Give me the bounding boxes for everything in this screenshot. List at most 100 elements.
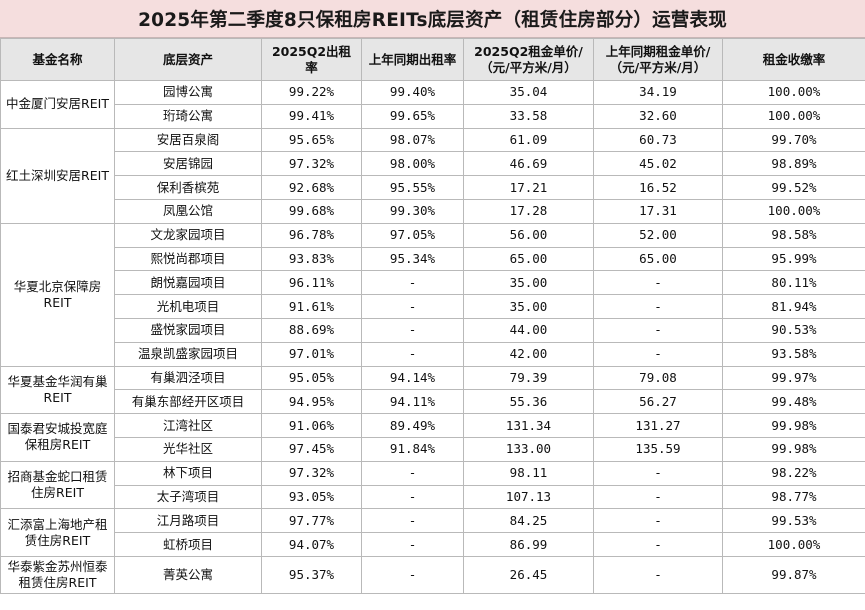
cell-occupancy-last-year: - bbox=[361, 317, 464, 343]
cell-rent-last-year: - bbox=[593, 555, 723, 594]
table-row: 盛悦家园项目 88.69% -44.00-90.53% bbox=[1, 317, 865, 343]
cell-asset: 珩琦公寓 bbox=[114, 103, 262, 129]
cell-asset: 虹桥项目 bbox=[114, 532, 262, 557]
cell-occupancy-last-year: 95.55% bbox=[361, 175, 464, 200]
cell-occupancy-q2: 94.07% bbox=[261, 532, 362, 557]
cell-rent-q2: 26.45 bbox=[463, 555, 594, 594]
cell-fund-name: 红土深圳安居REIT bbox=[0, 127, 115, 224]
cell-occupancy-q2: 97.32% bbox=[261, 151, 362, 177]
table-row: 红土深圳安居REIT 安居百泉阁 95.65% 98.07% 61.09 60.73 99.… bbox=[0, 127, 865, 224]
table-row: 光华社区 97.45% 91.84% 133.00 135.59 99.98% bbox=[1, 436, 865, 462]
header-occupancy-q2: 2025Q2出租率 bbox=[261, 38, 362, 81]
cell-occupancy-last-year: - bbox=[361, 508, 464, 534]
cell-asset: 光华社区 bbox=[114, 436, 262, 462]
table-row: 中金厦门安居REIT 园博公寓 99.22% 99.40% 35.04 34.19 100.… bbox=[0, 80, 865, 129]
cell-collection-rate: 99.97% bbox=[722, 365, 865, 391]
cell-occupancy-last-year: 99.40% bbox=[361, 80, 464, 105]
cell-asset: 熙悦尚郡项目 bbox=[114, 246, 262, 272]
cell-rent-last-year: - bbox=[593, 294, 723, 319]
operations-table: 基金名称 底层资产 2025Q2出租率 上年同期出租率 2025Q2租金单价/（… bbox=[0, 38, 865, 594]
table-row: 虹桥项目 94.07% -86.99-100.00% bbox=[1, 532, 865, 557]
cell-rent-q2: 46.69 bbox=[463, 151, 594, 177]
cell-rent-q2: 133.00 bbox=[463, 436, 594, 462]
cell-occupancy-q2: 94.95% bbox=[261, 389, 362, 415]
cell-rent-last-year: - bbox=[593, 270, 723, 296]
cell-rent-last-year: - bbox=[593, 460, 723, 486]
cell-rent-last-year: - bbox=[593, 341, 723, 367]
cell-asset: 安居锦园 bbox=[114, 151, 262, 177]
cell-collection-rate: 99.53% bbox=[722, 508, 865, 534]
cell-occupancy-q2: 97.45% bbox=[261, 436, 362, 462]
table-row: 光机电项目 91.61% -35.00-81.94% bbox=[1, 294, 865, 319]
cell-rent-q2: 35.00 bbox=[463, 294, 594, 319]
cell-fund-name: 招商基金蛇口租赁住房REIT bbox=[0, 460, 115, 510]
cell-rent-q2: 55.36 bbox=[463, 389, 594, 415]
table-row: 珩琦公寓 99.41% 99.65% 33.58 32.60 100.00% bbox=[1, 103, 865, 129]
cell-collection-rate: 90.53% bbox=[722, 317, 865, 343]
cell-rent-q2: 44.00 bbox=[463, 317, 594, 343]
cell-collection-rate: 100.00% bbox=[722, 198, 865, 224]
header-rent-price-last-year: 上年同期租金单价/（元/平方米/月） bbox=[593, 38, 723, 81]
cell-collection-rate: 98.77% bbox=[722, 484, 865, 510]
cell-asset: 太子湾项目 bbox=[114, 484, 262, 510]
cell-rent-q2: 42.00 bbox=[463, 341, 594, 367]
cell-asset: 有巢泗泾项目 bbox=[114, 365, 262, 391]
table-row: 保利香槟苑 92.68% 95.55% 17.21 16.52 99.52% bbox=[1, 175, 865, 200]
cell-rent-q2: 79.39 bbox=[463, 365, 594, 391]
cell-occupancy-last-year: 99.30% bbox=[361, 198, 464, 224]
cell-occupancy-q2: 88.69% bbox=[261, 317, 362, 343]
cell-asset: 安居百泉阁 bbox=[114, 127, 262, 153]
cell-occupancy-q2: 95.65% bbox=[261, 127, 362, 153]
cell-rent-q2: 65.00 bbox=[463, 246, 594, 272]
cell-collection-rate: 98.89% bbox=[722, 151, 865, 177]
cell-occupancy-last-year: 99.65% bbox=[361, 103, 464, 129]
cell-occupancy-last-year: 97.05% bbox=[361, 222, 464, 248]
cell-occupancy-q2: 96.11% bbox=[261, 270, 362, 296]
table-row: 国泰君安城投宽庭保租房REIT 江湾社区 91.06% 89.49% 131.34 131… bbox=[0, 413, 865, 462]
cell-rent-q2: 98.11 bbox=[463, 460, 594, 486]
cell-occupancy-last-year: 98.07% bbox=[361, 127, 464, 153]
cell-asset: 园博公寓 bbox=[114, 80, 262, 105]
cell-rent-last-year: - bbox=[593, 508, 723, 534]
cell-rent-q2: 86.99 bbox=[463, 532, 594, 557]
cell-collection-rate: 99.87% bbox=[722, 555, 865, 594]
cell-occupancy-last-year: - bbox=[361, 484, 464, 510]
cell-rent-last-year: - bbox=[593, 317, 723, 343]
cell-fund-name: 华夏北京保障房REIT bbox=[0, 222, 115, 367]
table-header: 基金名称 底层资产 2025Q2出租率 上年同期出租率 2025Q2租金单价/（… bbox=[0, 38, 865, 81]
cell-occupancy-q2: 93.05% bbox=[261, 484, 362, 510]
cell-asset: 盛悦家园项目 bbox=[114, 317, 262, 343]
cell-rent-q2: 131.34 bbox=[463, 413, 594, 438]
table-row: 凤凰公馆 99.68% 99.30% 17.28 17.31 100.00% bbox=[1, 198, 865, 224]
cell-rent-last-year: 34.19 bbox=[593, 80, 723, 105]
cell-occupancy-last-year: - bbox=[361, 532, 464, 557]
cell-occupancy-last-year: 95.34% bbox=[361, 246, 464, 272]
cell-occupancy-last-year: 89.49% bbox=[361, 413, 464, 438]
cell-occupancy-q2: 91.61% bbox=[261, 294, 362, 319]
table-row: 太子湾项目 93.05% -107.13-98.77% bbox=[1, 484, 865, 510]
cell-occupancy-q2: 97.77% bbox=[261, 508, 362, 534]
table-row: 华泰紫金苏州恒泰租赁住房REIT 菁英公寓 95.37% -26.45-99.87% bbox=[0, 555, 865, 594]
cell-occupancy-q2: 99.22% bbox=[261, 80, 362, 105]
cell-occupancy-last-year: 98.00% bbox=[361, 151, 464, 177]
cell-collection-rate: 81.94% bbox=[722, 294, 865, 319]
cell-asset: 林下项目 bbox=[114, 460, 262, 486]
cell-occupancy-q2: 99.68% bbox=[261, 198, 362, 224]
cell-collection-rate: 99.70% bbox=[722, 127, 865, 153]
cell-asset: 保利香槟苑 bbox=[114, 175, 262, 200]
cell-occupancy-last-year: 91.84% bbox=[361, 436, 464, 462]
cell-occupancy-q2: 97.32% bbox=[261, 460, 362, 486]
cell-asset: 光机电项目 bbox=[114, 294, 262, 319]
cell-occupancy-q2: 95.37% bbox=[261, 555, 362, 594]
header-rent-price-q2: 2025Q2租金单价/（元/平方米/月） bbox=[463, 38, 594, 81]
cell-collection-rate: 93.58% bbox=[722, 341, 865, 367]
cell-rent-q2: 61.09 bbox=[463, 127, 594, 153]
cell-asset: 凤凰公馆 bbox=[114, 198, 262, 224]
table-row: 有巢东部经开区项目 94.95% 94.11% 55.36 56.27 99.48% bbox=[1, 389, 865, 415]
cell-collection-rate: 100.00% bbox=[722, 103, 865, 129]
table-row: 熙悦尚郡项目 93.83% 95.34% 65.00 65.00 95.99% bbox=[1, 246, 865, 272]
cell-collection-rate: 100.00% bbox=[722, 80, 865, 105]
cell-collection-rate: 99.98% bbox=[722, 436, 865, 462]
table-row: 招商基金蛇口租赁住房REIT 林下项目 97.32% -98.11-98.22% bbox=[0, 460, 865, 510]
cell-fund-name: 国泰君安城投宽庭保租房REIT bbox=[0, 413, 115, 462]
